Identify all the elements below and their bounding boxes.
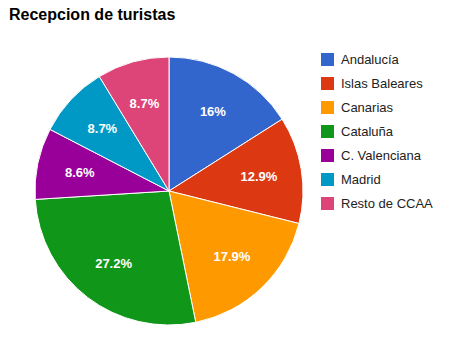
svg-text:16%: 16% xyxy=(200,104,226,119)
html-text:Cataluña: Cataluña xyxy=(341,123,393,139)
svg-text:27.2%: 27.2% xyxy=(95,256,132,271)
html-text:C. Valenciana: C. Valenciana xyxy=(341,147,421,163)
html-text:Andalucía: Andalucía xyxy=(341,51,399,67)
svg-text:8.6%: 8.6% xyxy=(65,165,95,180)
svg-text:12.9%: 12.9% xyxy=(241,169,278,184)
svg-text:17.9%: 17.9% xyxy=(214,249,251,264)
svg-text:8.7%: 8.7% xyxy=(130,96,160,111)
html-text:Resto de CCAA: Resto de CCAA xyxy=(341,195,433,211)
svg-text:8.7%: 8.7% xyxy=(88,121,118,136)
html-text:Madrid: Madrid xyxy=(341,171,381,187)
html-text:Recepcion de turistas: Recepcion de turistas xyxy=(9,6,176,23)
html-text:Canarias: Canarias xyxy=(341,99,393,115)
html-text:Islas Baleares: Islas Baleares xyxy=(341,75,423,91)
